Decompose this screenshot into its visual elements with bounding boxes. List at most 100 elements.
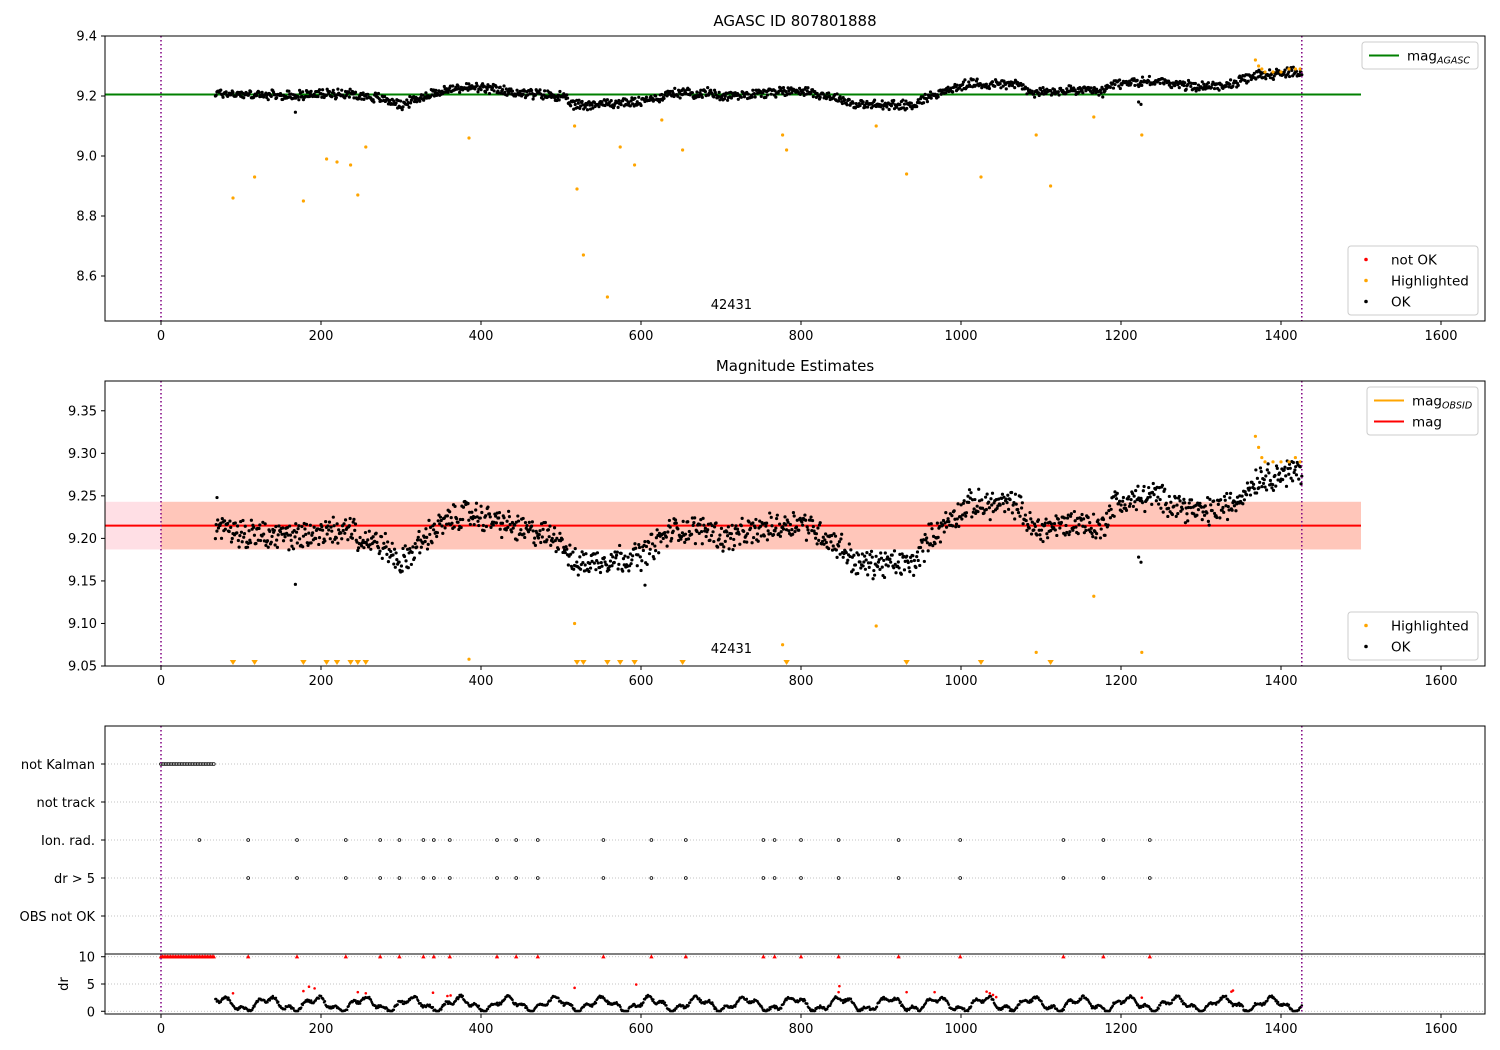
ok-data-point [1193, 81, 1197, 86]
ok-data-point [822, 542, 826, 546]
ok-data-point [1112, 514, 1116, 518]
ok-data-point [227, 529, 231, 534]
highlighted-data-point [467, 136, 471, 140]
ok-data-point [617, 98, 621, 103]
highlighted-data-point [1092, 115, 1096, 119]
ok-data-point [491, 523, 495, 527]
ok-data-point [909, 559, 913, 563]
ok-data-point [352, 96, 356, 100]
flag-marker [447, 838, 452, 842]
ok-data-point [893, 562, 897, 566]
ok-data-point [240, 540, 244, 544]
x-tick-label: 400 [469, 1022, 494, 1037]
obsid-annotation: 42431 [711, 298, 752, 313]
ok-data-point [340, 537, 344, 541]
ok-data-point [835, 555, 839, 559]
ok-data-point [309, 541, 313, 545]
ok-data-point [230, 536, 234, 541]
ok-data-point [1170, 85, 1174, 90]
ok-data-point [1054, 514, 1058, 518]
dr-ok-point [400, 999, 404, 1003]
ok-data-point [615, 550, 619, 554]
highlighted-clipped-marker [783, 660, 790, 665]
ok-data-point [535, 531, 539, 535]
ok-data-point [915, 555, 919, 559]
ok-data-point [1291, 460, 1295, 465]
ok-data-point [265, 539, 270, 543]
ok-data-point [765, 521, 769, 525]
ok-data-point [1150, 502, 1154, 506]
ok-data-point [351, 520, 355, 524]
dr-ok-point [266, 1000, 269, 1004]
ok-data-point [895, 105, 899, 109]
ok-data-point [925, 541, 930, 545]
ok-data-point [327, 520, 332, 524]
ok-data-point [621, 569, 625, 573]
ok-data-point [609, 99, 613, 103]
ok-data-point [964, 511, 969, 515]
ok-data-point [1053, 528, 1057, 532]
dr-ok-point [1297, 1008, 1301, 1012]
ok-data-point [831, 544, 835, 548]
ok-data-point [320, 88, 325, 92]
dr-capped-marker [421, 954, 426, 959]
ok-data-point [362, 97, 366, 101]
ok-data-point [729, 96, 734, 100]
ok-data-point [1294, 69, 1299, 74]
ok-data-point [695, 90, 699, 94]
ok-data-point [575, 98, 579, 102]
ok-data-point [458, 90, 462, 94]
ok-data-point [901, 98, 905, 102]
highlighted-data-point [1293, 67, 1297, 71]
ok-data-point [297, 524, 301, 528]
dr-ok-point [1179, 997, 1183, 1001]
ok-data-point [547, 535, 551, 539]
ok-data-point [1287, 74, 1292, 79]
ok-data-point [778, 522, 782, 526]
ok-data-point [687, 529, 691, 534]
ok-data-point [1264, 77, 1268, 81]
ok-data-point [612, 560, 616, 565]
ok-data-point [1099, 527, 1103, 531]
ok-data-point [1271, 482, 1275, 487]
dr-capped-marker [896, 954, 901, 959]
highlighted-data-point [1034, 650, 1038, 654]
ok-data-point [797, 528, 801, 532]
ok-data-point [1038, 533, 1042, 537]
flag-category-label: not Kalman [21, 758, 95, 773]
ok-data-point [861, 564, 865, 568]
ok-data-point [595, 551, 600, 555]
ok-data-point [428, 525, 433, 529]
ok-data-point [1036, 91, 1041, 95]
ok-data-point [275, 95, 279, 100]
ok-data-point [1177, 85, 1181, 90]
dr-ok-point [722, 1006, 726, 1010]
highlighted-data-point [253, 175, 257, 179]
ok-data-point [754, 517, 758, 522]
ok-data-point [995, 506, 999, 510]
ok-data-point [1222, 510, 1226, 514]
ok-data-point [576, 573, 580, 577]
ok-data-point [951, 90, 955, 94]
ok-data-point [513, 523, 517, 527]
ok-data-point [837, 99, 841, 103]
ok-data-point [286, 95, 290, 100]
ok-data-point [716, 545, 720, 549]
ok-data-point [1092, 85, 1096, 90]
ok-data-point [1242, 498, 1246, 502]
flag-marker [1061, 876, 1066, 880]
ok-data-point [331, 88, 335, 92]
ok-data-point [484, 524, 489, 529]
highlighted-clipped-marker [251, 660, 258, 665]
ok-data-point [914, 565, 918, 570]
ok-data-point [886, 564, 890, 568]
ok-data-point [376, 91, 381, 96]
ok-data-point [492, 89, 496, 93]
ok-data-point [1033, 95, 1037, 99]
ok-data-point [729, 536, 733, 540]
ok-data-point [764, 524, 768, 528]
ok-data-point [580, 99, 584, 104]
flag-category-label: Ion. rad. [41, 834, 95, 849]
ok-data-point [296, 95, 300, 99]
ok-data-point [923, 92, 927, 96]
